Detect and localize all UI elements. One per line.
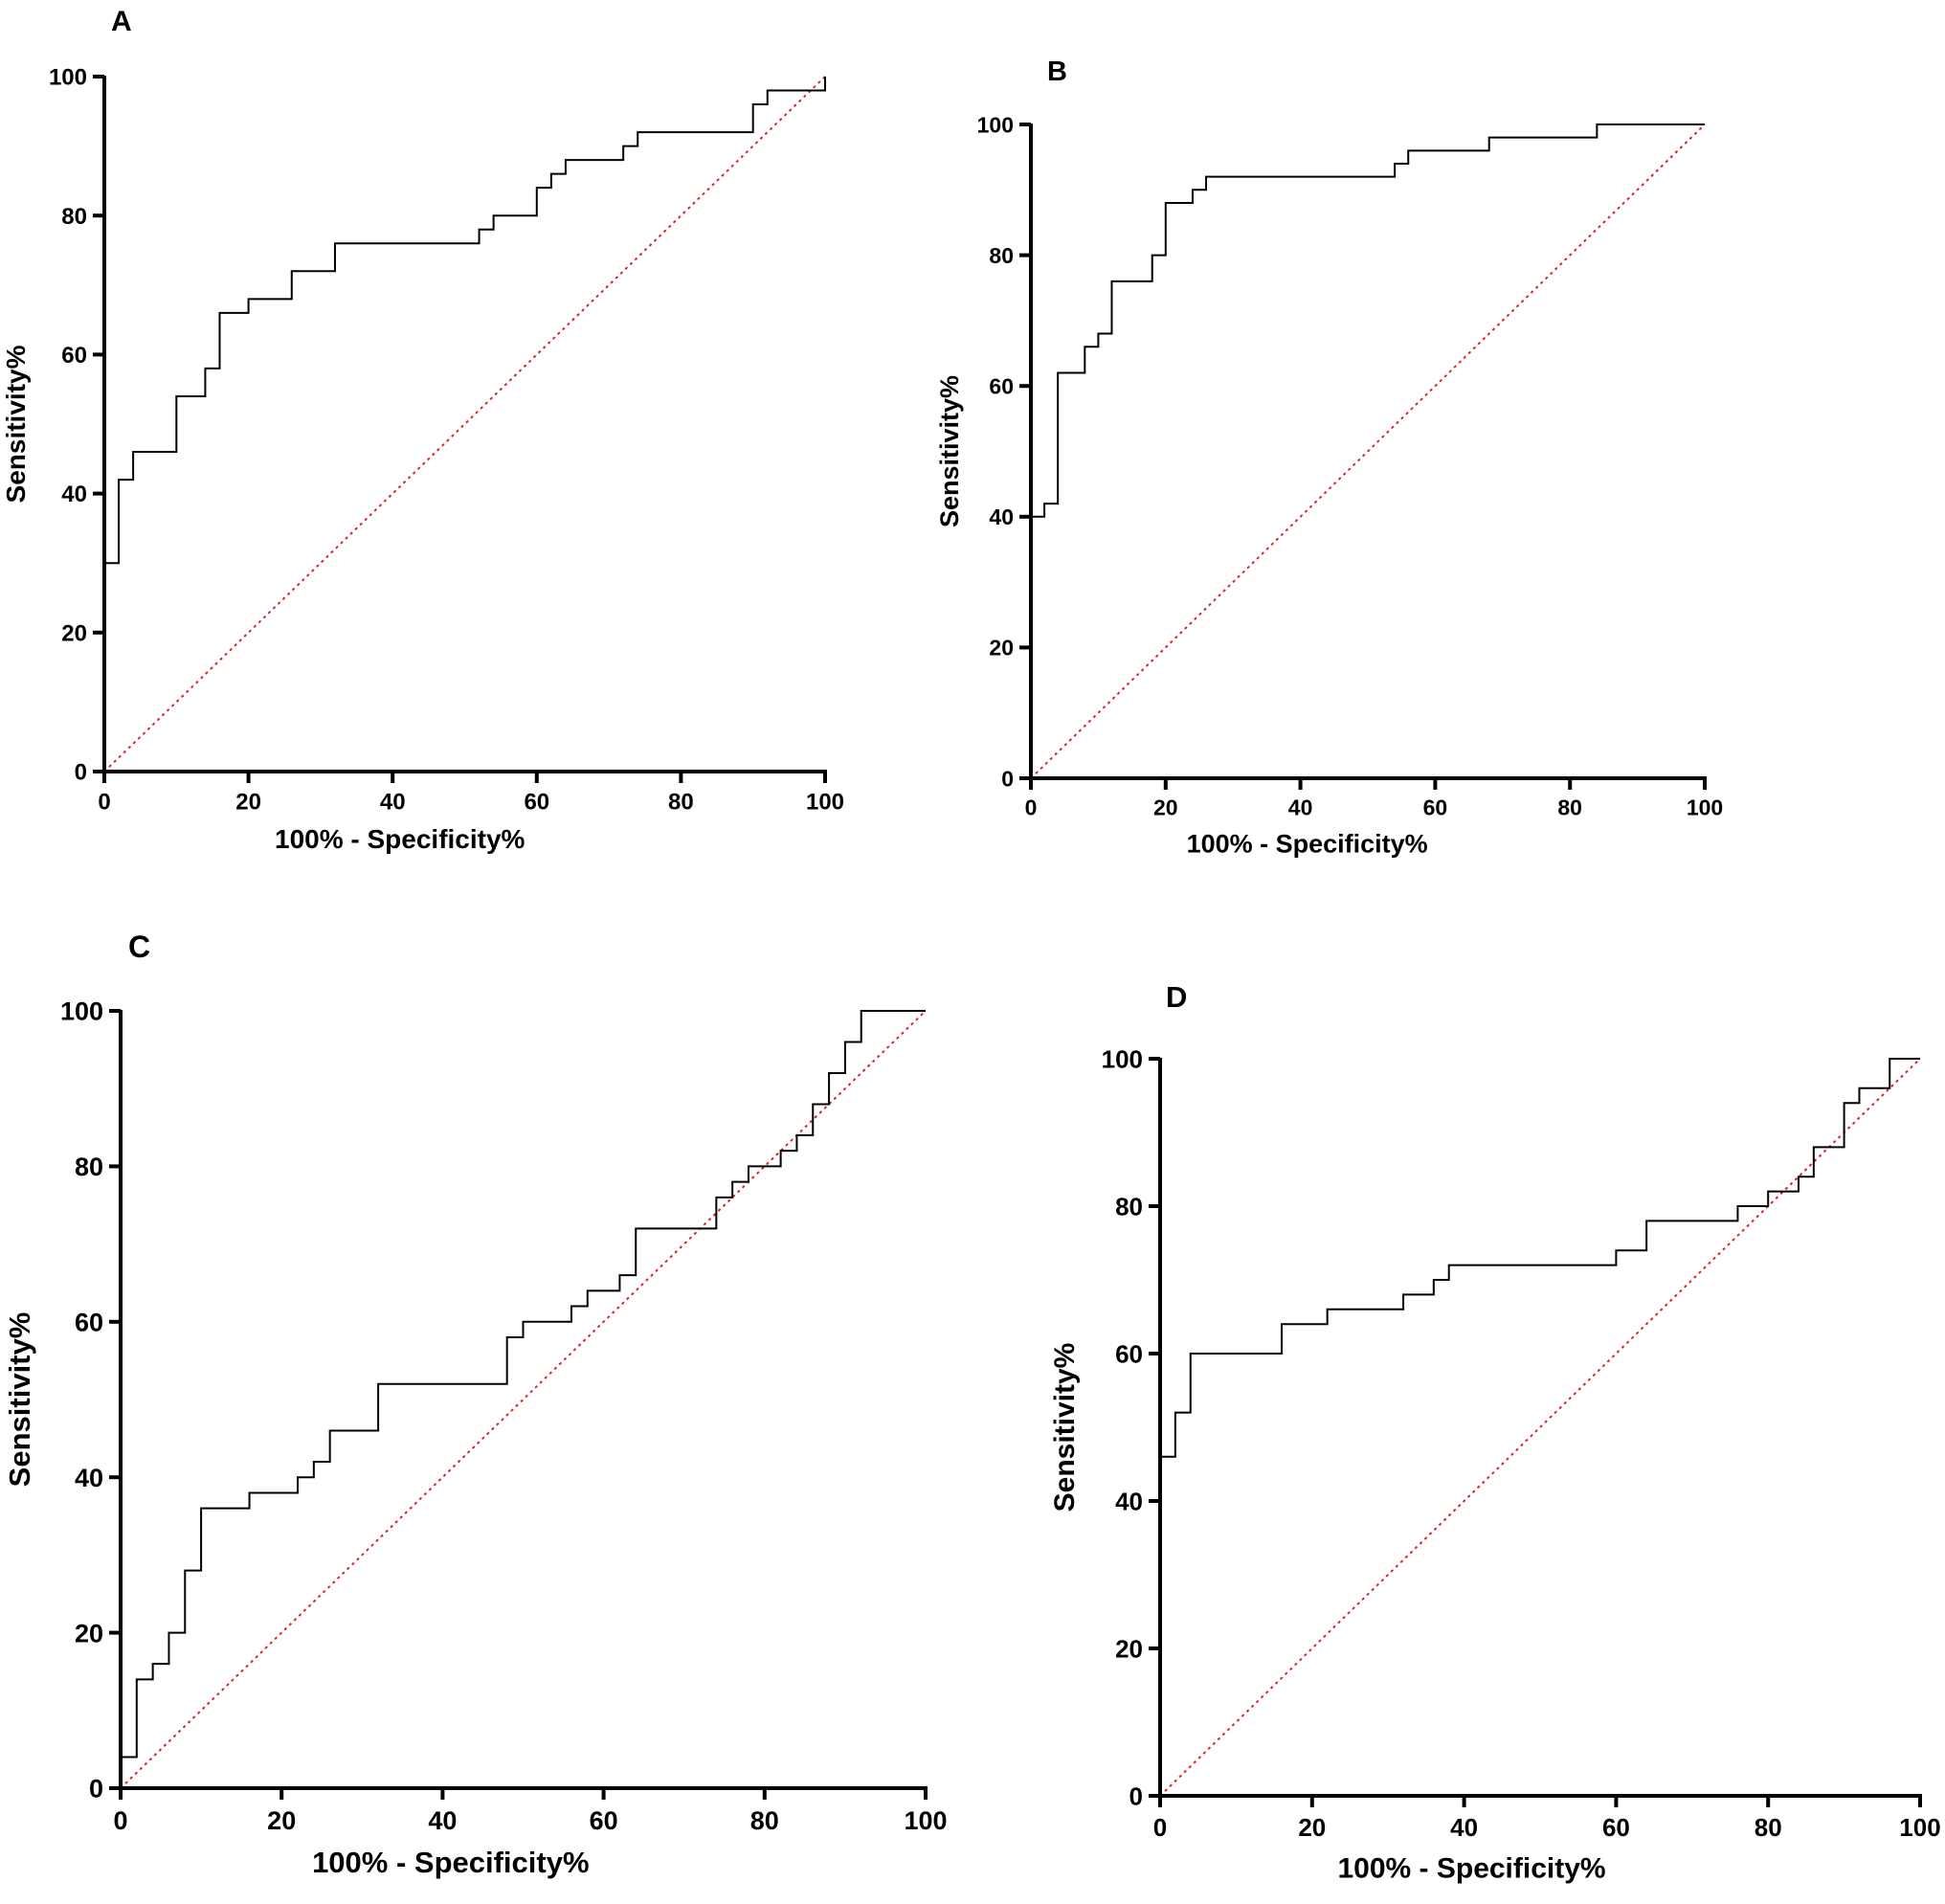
x-tick-label: 60 xyxy=(590,1806,618,1835)
x-tick-label: 100 xyxy=(1687,795,1723,819)
y-tick-label: 0 xyxy=(1129,1781,1143,1810)
x-axis-title: 100% - Specificity% xyxy=(1187,830,1428,859)
panel-label: A xyxy=(111,6,132,37)
y-tick-label: 40 xyxy=(989,504,1014,529)
reference-diagonal-line xyxy=(1030,123,1706,779)
panel-c: C 0 20 40 60 80 100 0 20 40 60 80 100 100% - Specific… xyxy=(3,930,948,1879)
x-tick-label: 60 xyxy=(1602,1813,1630,1842)
x-tick-label: 40 xyxy=(1288,795,1313,819)
roc-curve-line xyxy=(104,77,826,565)
x-tick-label: 0 xyxy=(1025,795,1038,819)
reference-diagonal-line xyxy=(1159,1058,1921,1797)
y-tick-label: 20 xyxy=(989,636,1014,661)
y-tick-label: 100 xyxy=(1102,1044,1143,1073)
x-tick-label: 80 xyxy=(750,1806,779,1835)
x-tick-label: 0 xyxy=(1153,1813,1167,1842)
y-tick-label: 60 xyxy=(61,343,87,369)
y-tick-label: 80 xyxy=(989,243,1014,268)
y-tick-label: 20 xyxy=(61,620,87,646)
y-tick-label: 100 xyxy=(977,112,1014,137)
roc-curve-line xyxy=(121,1010,926,1758)
x-axis-title: 100% - Specificity% xyxy=(1337,1852,1605,1884)
y-axis-title: Sensitivity% xyxy=(1049,1343,1081,1512)
x-tick-label: 100 xyxy=(806,790,844,816)
x-axis-title: 100% - Specificity% xyxy=(275,824,525,854)
x-tick-label: 0 xyxy=(113,1806,127,1835)
x-tick-label: 40 xyxy=(380,790,406,816)
y-axis-title: Sensitivity% xyxy=(3,1312,36,1488)
reference-diagonal-line xyxy=(120,1010,927,1789)
y-tick-label: 60 xyxy=(989,373,1014,398)
y-tick-label: 0 xyxy=(89,1775,103,1803)
y-tick-label: 40 xyxy=(61,482,87,507)
x-tick-label: 100 xyxy=(904,1806,947,1835)
reference-diagonal-line xyxy=(103,76,826,773)
x-tick-label: 80 xyxy=(668,790,694,816)
y-tick-label: 60 xyxy=(75,1309,103,1337)
roc-curve-line xyxy=(1160,1058,1920,1458)
x-tick-label: 80 xyxy=(1755,1813,1782,1842)
roc-curve-line xyxy=(1031,123,1705,518)
x-tick-label: 60 xyxy=(1423,795,1448,819)
y-tick-label: 40 xyxy=(1115,1487,1143,1515)
y-tick-label: 80 xyxy=(61,204,87,230)
panel-label: C xyxy=(128,930,150,964)
x-tick-label: 20 xyxy=(235,790,261,816)
x-tick-label: 0 xyxy=(98,790,110,816)
x-tick-label: 80 xyxy=(1557,795,1582,819)
x-tick-label: 40 xyxy=(1450,1813,1478,1842)
x-tick-label: 60 xyxy=(524,790,549,816)
y-tick-label: 100 xyxy=(49,65,87,91)
y-tick-label: 40 xyxy=(75,1464,103,1492)
y-tick-label: 20 xyxy=(1115,1634,1143,1663)
y-tick-label: 0 xyxy=(1001,766,1014,791)
y-axis-title: Sensitivity% xyxy=(1,345,31,503)
y-tick-label: 80 xyxy=(75,1153,103,1181)
y-tick-label: 100 xyxy=(60,997,103,1026)
x-tick-label: 40 xyxy=(428,1806,457,1835)
y-tick-label: 20 xyxy=(75,1619,103,1647)
x-tick-label: 20 xyxy=(1153,795,1178,819)
panel-b: B 0 20 40 60 80 100 0 20 40 60 80 100 100% - Specific… xyxy=(935,56,1723,859)
panel-label: D xyxy=(1166,980,1187,1014)
panel-label: B xyxy=(1047,56,1067,87)
x-tick-label: 20 xyxy=(267,1806,296,1835)
y-tick-label: 0 xyxy=(75,760,87,786)
x-tick-label: 100 xyxy=(1899,1813,1940,1842)
x-tick-label: 20 xyxy=(1298,1813,1326,1842)
panel-a: A 0 20 40 60 80 100 0 20 40 60 80 100 100% - Specific… xyxy=(1,6,844,854)
y-tick-label: 80 xyxy=(1115,1192,1143,1221)
x-axis-title: 100% - Specificity% xyxy=(312,1846,589,1879)
panel-d: D 0 20 40 60 80 100 0 20 40 60 80 100 100% - Specific… xyxy=(1049,980,1941,1884)
y-tick-label: 60 xyxy=(1115,1339,1143,1368)
y-axis-title: Sensitivity% xyxy=(935,375,964,527)
